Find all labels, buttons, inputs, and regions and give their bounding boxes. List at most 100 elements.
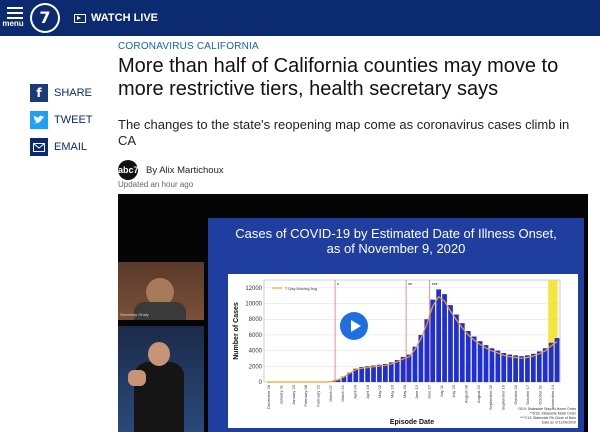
- updated-timestamp: Updated an hour ago: [118, 180, 194, 189]
- chart-title-line2: as of November 9, 2020: [326, 241, 466, 256]
- speaker-head: [146, 278, 174, 306]
- chart-title: Cases of COVID-19 by Estimated Date of I…: [208, 226, 584, 256]
- speaker-body: [134, 302, 186, 320]
- bar: [530, 353, 536, 382]
- camera-feed-interpreter: [118, 326, 204, 432]
- bar: [489, 348, 495, 382]
- event-marker: **: [408, 283, 412, 289]
- chart-plot: 0 2000 4000 6000 8000 10000 12000 Number of Cas…: [228, 274, 578, 428]
- y-axis-label: Number of Cases: [233, 302, 240, 360]
- bar: [548, 342, 554, 382]
- menu-button[interactable]: [4, 4, 28, 34]
- legend-label: 7 Day Moving Avg: [285, 286, 317, 291]
- x-tick-label: April 18: [365, 384, 370, 398]
- menu-label[interactable]: menu: [2, 19, 24, 28]
- bar: [371, 365, 376, 382]
- bar: [477, 341, 483, 382]
- bar: [365, 366, 370, 382]
- y-tick-label: 10000: [245, 302, 262, 308]
- envelope-icon: [30, 138, 48, 156]
- y-tick-label: 8000: [249, 317, 263, 323]
- share-facebook-label: SHARE: [54, 87, 92, 99]
- share-twitter-button[interactable]: TWEET: [30, 111, 93, 129]
- logo-text: 7: [32, 5, 58, 31]
- bar: [377, 364, 382, 382]
- bar: [465, 331, 471, 382]
- y-tick-label: 12000: [245, 286, 262, 292]
- bar: [513, 355, 518, 382]
- share-facebook-button[interactable]: f SHARE: [30, 84, 92, 102]
- twitter-icon: [30, 111, 48, 129]
- share-twitter-label: TWEET: [54, 114, 93, 126]
- x-tick-label: July 25: [451, 384, 456, 397]
- bar: [347, 372, 353, 382]
- bar: [519, 356, 524, 382]
- y-tick-label: 0: [259, 380, 263, 386]
- bar: [359, 367, 365, 382]
- bar: [418, 334, 424, 382]
- x-tick-label: February 08: [303, 384, 308, 406]
- x-tick-label: March 21: [340, 384, 345, 401]
- x-tick-label: May 16: [390, 384, 395, 398]
- bar: [382, 363, 388, 382]
- moving-avg-line: [267, 295, 558, 383]
- x-tick-label: February 22: [316, 384, 321, 406]
- y-tick-label: 2000: [249, 364, 263, 370]
- x-tick-label: June 27: [427, 384, 432, 399]
- chart-footnote: ***7/13: Statewide Re-Close of Bars: [520, 416, 576, 420]
- play-button[interactable]: [340, 312, 368, 340]
- bar: [501, 352, 507, 382]
- interpreter-head: [148, 342, 170, 366]
- bar: [424, 319, 430, 382]
- bar: [507, 354, 513, 382]
- bar: [412, 346, 418, 382]
- x-tick-label: May 30: [402, 384, 407, 398]
- share-email-label: EMAIL: [54, 141, 88, 153]
- share-email-button[interactable]: EMAIL: [30, 138, 87, 156]
- x-tick-label: May 02: [377, 384, 382, 398]
- x-tick-label: March 07: [328, 384, 333, 401]
- speaker-name-tag: Secretary Ghaly: [120, 312, 149, 317]
- bar: [400, 356, 406, 382]
- watch-live-label: WATCH LIVE: [91, 12, 159, 24]
- tv-play-icon: [74, 13, 86, 23]
- bar: [430, 299, 436, 382]
- x-tick-label: January 25: [291, 384, 296, 405]
- bar: [459, 323, 465, 382]
- article-kicker[interactable]: CORONAVIRUS CALIFORNIA: [118, 41, 259, 52]
- menu-icon-bar: [7, 17, 23, 19]
- y-tick-label: 6000: [249, 333, 263, 339]
- station-logo-icon: abc7: [118, 160, 139, 180]
- camera-feed-speaker: Secretary Ghaly: [118, 262, 204, 320]
- bar: [483, 345, 489, 382]
- x-tick-label: April 04: [353, 384, 358, 398]
- menu-icon: [7, 7, 23, 9]
- y-tick-label: 4000: [249, 349, 263, 355]
- facebook-icon: f: [30, 84, 48, 102]
- byline: abc7 By Alix Martichoux: [118, 160, 224, 180]
- bar: [388, 362, 394, 382]
- bar: [525, 355, 530, 382]
- bar: [448, 305, 453, 382]
- bar: [335, 379, 341, 382]
- chart-title-line1: Cases of COVID-19 by Estimated Date of I…: [235, 226, 557, 241]
- bar: [436, 289, 442, 382]
- x-tick-label: June 13: [414, 384, 419, 399]
- event-marker: *: [337, 283, 339, 289]
- bar: [442, 294, 447, 382]
- bar: [471, 336, 477, 382]
- watch-live-link[interactable]: WATCH LIVE: [74, 10, 158, 26]
- x-tick-label: October 17: [525, 384, 530, 405]
- chart-svg: 0 2000 4000 6000 8000 10000 12000 Number of Cas…: [233, 279, 577, 426]
- bar: [495, 350, 501, 382]
- chart-footnote: **6/18: Statewide Mask Order: [530, 412, 577, 416]
- top-nav: menu 7 WATCH LIVE: [0, 0, 600, 36]
- x-tick-label: August 08: [464, 384, 469, 403]
- x-tick-label: November 14: [550, 384, 555, 409]
- x-tick-label: July 11: [439, 384, 444, 397]
- abc7-logo[interactable]: 7: [30, 3, 60, 33]
- video-player[interactable]: Secretary Ghaly Cases of COVID-19 by Est…: [118, 194, 588, 432]
- byline-author: By Alix Martichoux: [146, 164, 224, 176]
- event-marker: ***: [432, 283, 438, 289]
- bar: [542, 348, 548, 382]
